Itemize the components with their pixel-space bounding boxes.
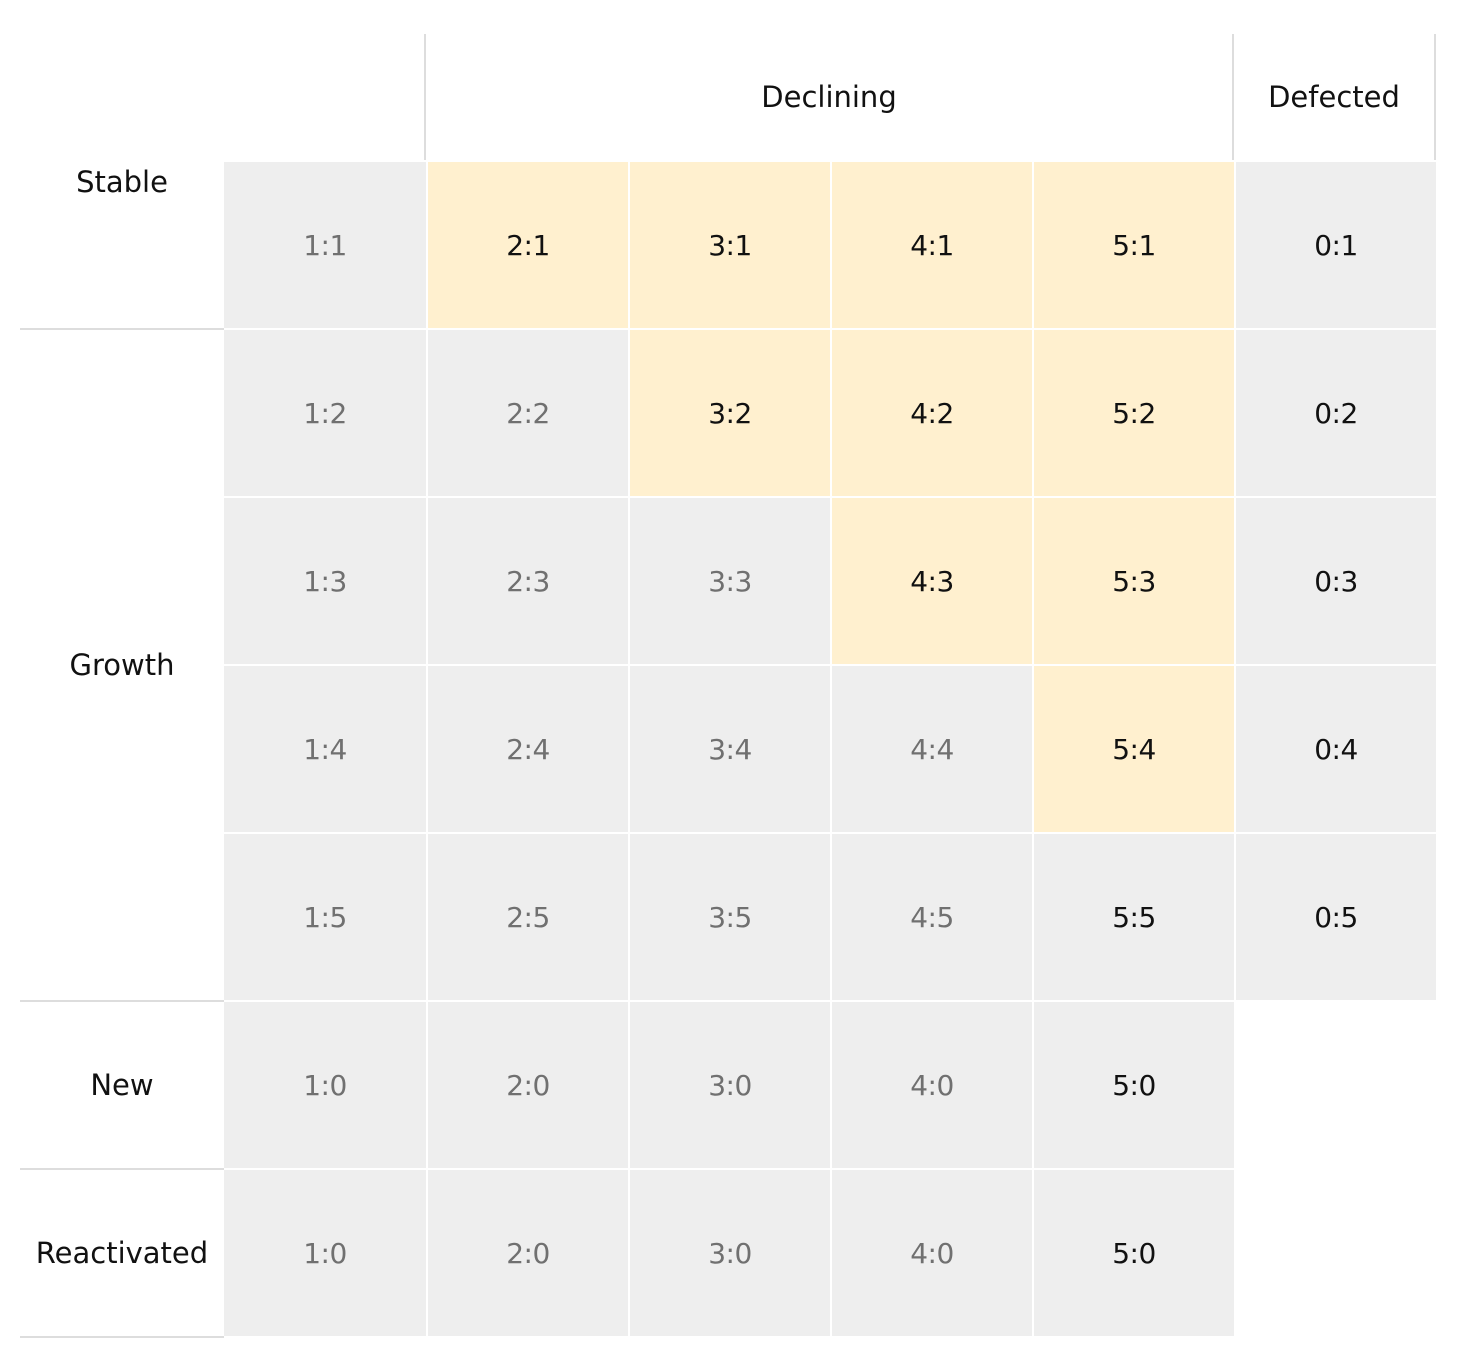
grid-cell: 3:3 (630, 498, 830, 664)
header-divider-right (1434, 34, 1436, 160)
grid-cell: 3:4 (630, 666, 830, 832)
grid-cell: 4:0 (832, 1170, 1032, 1336)
column-header-defected: Defected (1268, 80, 1400, 114)
grid-cell: 0:5 (1236, 834, 1436, 1000)
grid-cell: 5:1 (1034, 162, 1234, 328)
grid-cell: 1:3 (224, 498, 426, 664)
grid-cell: 1:0 (224, 1170, 426, 1336)
grid-cell: 3:1 (630, 162, 830, 328)
row-divider-stable (20, 328, 224, 330)
grid-cell: 2:1 (428, 162, 628, 328)
grid-cell: 5:0 (1034, 1002, 1234, 1168)
header-divider-left (424, 34, 426, 160)
grid-cell: 1:1 (224, 162, 426, 328)
grid-cell: 0:2 (1236, 330, 1436, 496)
grid-cell: 2:3 (428, 498, 628, 664)
row-divider-growth (20, 1000, 224, 1002)
grid-cell: 1:4 (224, 666, 426, 832)
row-header-reactivated: Reactivated (35, 1236, 209, 1270)
grid-cell: 3:2 (630, 330, 830, 496)
row-divider-reactivated (20, 1336, 224, 1338)
header-divider-middle (1232, 34, 1234, 160)
grid-cell: 1:0 (224, 1002, 426, 1168)
grid-cell: 5:3 (1034, 498, 1234, 664)
grid-cell: 2:2 (428, 330, 628, 496)
grid-cell: 4:1 (832, 162, 1032, 328)
grid-cell: 4:0 (832, 1002, 1032, 1168)
grid-cell: 3:0 (630, 1170, 830, 1336)
grid-cell: 0:3 (1236, 498, 1436, 664)
grid-cell: 2:0 (428, 1002, 628, 1168)
grid-cell: 1:2 (224, 330, 426, 496)
row-header-new: New (90, 1068, 154, 1102)
grid-cell: 0:1 (1236, 162, 1436, 328)
row-header-growth: Growth (69, 648, 175, 682)
grid-cell: 4:5 (832, 834, 1032, 1000)
grid-cell: 5:2 (1034, 330, 1234, 496)
grid-cell: 4:4 (832, 666, 1032, 832)
grid-cell: 5:0 (1034, 1170, 1234, 1336)
column-header-declining: Declining (761, 80, 897, 114)
grid-cell: 5:4 (1034, 666, 1234, 832)
grid-cell: 0:4 (1236, 666, 1436, 832)
grid-cell: 5:5 (1034, 834, 1234, 1000)
grid-cell: 3:5 (630, 834, 830, 1000)
grid-cell: 3:0 (630, 1002, 830, 1168)
grid-cell: 2:5 (428, 834, 628, 1000)
grid-cell: 4:2 (832, 330, 1032, 496)
grid-cell: 4:3 (832, 498, 1032, 664)
grid-cell: 2:0 (428, 1170, 628, 1336)
grid-cell: 1:5 (224, 834, 426, 1000)
grid-cell: 2:4 (428, 666, 628, 832)
row-divider-new (20, 1168, 224, 1170)
row-header-stable: Stable (76, 165, 168, 199)
